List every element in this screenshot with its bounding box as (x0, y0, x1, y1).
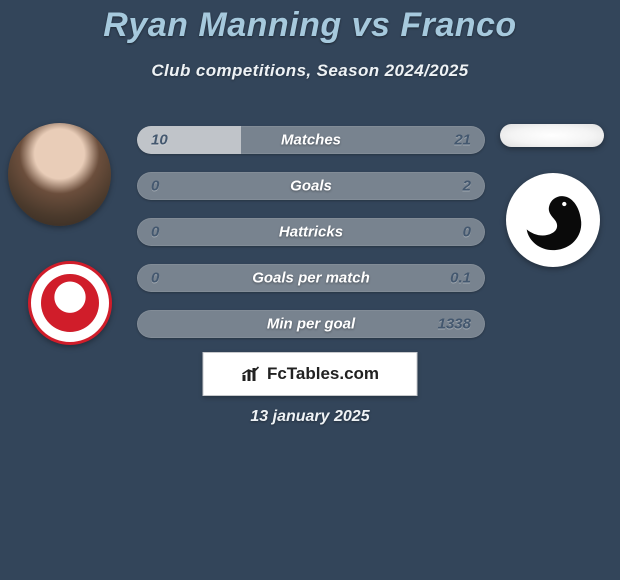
stat-label: Hattricks (137, 224, 485, 241)
stat-bar: 10 Matches 21 (137, 126, 485, 154)
brand-link[interactable]: FcTables.com (203, 352, 418, 396)
stat-label: Min per goal (137, 316, 485, 333)
stat-bar: 0 Goals per match 0.1 (137, 264, 485, 292)
stat-bar: 0 Goals 2 (137, 172, 485, 200)
stat-value-right: 0 (463, 224, 471, 241)
page-subtitle: Club competitions, Season 2024/2025 (0, 61, 620, 81)
club-left-badge (28, 261, 112, 345)
stat-value-left: 0 (151, 224, 159, 241)
player-right-avatar (500, 124, 604, 147)
stat-bar: Min per goal 1338 (137, 310, 485, 338)
player-left-avatar (8, 123, 111, 226)
stat-value-right: 21 (454, 132, 471, 149)
stat-value-left: 10 (151, 132, 168, 149)
chart-icon (241, 365, 261, 383)
page-title: Ryan Manning vs Franco (0, 0, 620, 45)
brand-text: FcTables.com (267, 364, 379, 384)
stat-bar: 0 Hattricks 0 (137, 218, 485, 246)
date-text: 13 january 2025 (0, 408, 620, 426)
stat-label: Goals (137, 178, 485, 195)
stat-label: Goals per match (137, 270, 485, 287)
stat-value-right: 1338 (438, 316, 471, 333)
stat-value-right: 2 (463, 178, 471, 195)
stats-container: 10 Matches 21 0 Goals 2 0 Hattricks 0 0 … (137, 126, 485, 338)
stat-value-left: 0 (151, 178, 159, 195)
stat-value-left: 0 (151, 270, 159, 287)
stat-value-right: 0.1 (450, 270, 471, 287)
club-right-badge (506, 173, 600, 267)
